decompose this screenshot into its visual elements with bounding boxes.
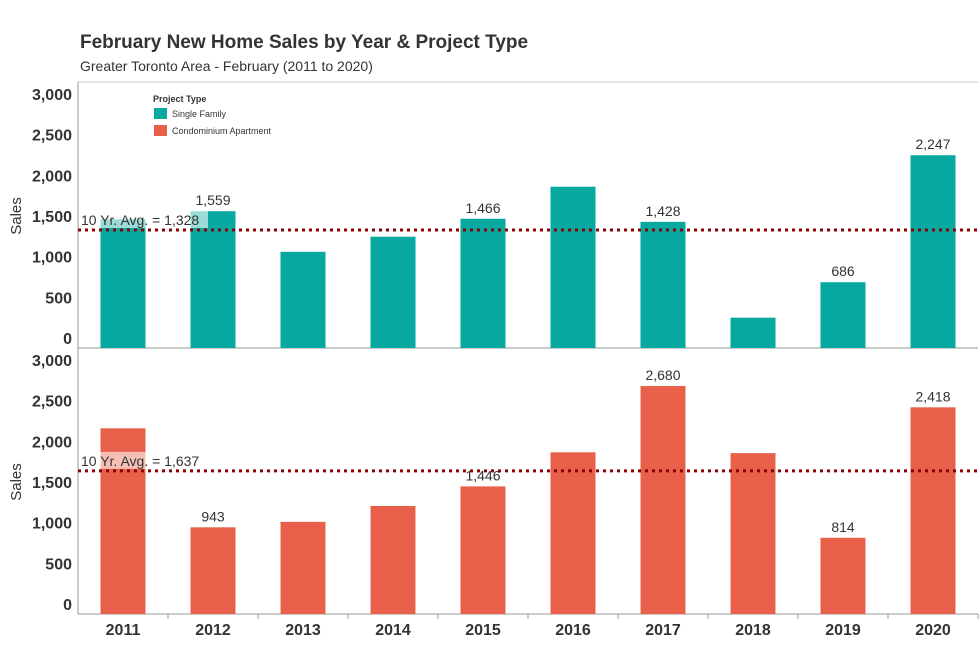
bar-single-family [460,218,506,348]
y-tick-label: 2,000 [32,168,72,185]
x-tick-label: 2020 [915,622,951,639]
x-tick-label: 2017 [645,622,681,639]
data-label: 2,418 [915,388,950,404]
bar-condominium-apartment [190,527,236,614]
y-axis-label: Sales [8,197,25,235]
y-tick-label: 2,000 [32,434,72,451]
average-label-bg [80,210,208,228]
bar-condominium-apartment [280,521,326,614]
data-label: 814 [831,519,855,535]
bar-single-family [550,186,596,348]
y-tick-label: 500 [45,290,72,307]
bar-single-family [640,221,686,348]
data-label: 2,247 [915,136,950,152]
data-label: 1,428 [645,203,680,219]
bar-condominium-apartment [550,452,596,614]
y-tick-label: 3,000 [32,353,72,370]
x-tick-label: 2012 [195,622,231,639]
x-tick-label: 2016 [555,622,591,639]
y-tick-label: 1,000 [32,250,72,267]
legend-label: Single Family [172,109,227,119]
chart-subtitle: Greater Toronto Area - February (2011 to… [80,58,373,74]
bar-condominium-apartment [370,505,416,614]
bar-condominium-apartment [460,486,506,614]
legend-label: Condominium Apartment [172,126,272,136]
average-label: 10 Yr. Avg. = 1,328 [81,212,199,228]
y-tick-label: 2,500 [32,394,72,411]
bar-single-family [910,155,956,348]
data-label: 2,680 [645,367,680,383]
x-tick-label: 2013 [285,622,321,639]
x-tick-label: 2015 [465,622,501,639]
legend-title: Project Type [153,94,206,104]
bar-condominium-apartment [910,407,956,614]
bar-single-family [730,317,776,348]
x-tick-label: 2019 [825,622,861,639]
y-tick-label: 3,000 [32,87,72,104]
y-tick-label: 1,500 [32,475,72,492]
legend-swatch [154,125,167,136]
x-tick-label: 2018 [735,622,771,639]
bar-condominium-apartment [640,386,686,614]
average-label-bg [80,451,208,469]
data-label: 1,466 [465,200,500,216]
legend-swatch [154,108,167,119]
bar-single-family [370,236,416,348]
bar-single-family [100,219,146,348]
y-axis-label: Sales [8,463,25,501]
x-tick-label: 2014 [375,622,411,639]
data-label: 1,559 [195,192,230,208]
average-label: 10 Yr. Avg. = 1,637 [81,453,199,469]
bar-single-family [190,211,236,348]
data-label: 686 [831,263,855,279]
bar-single-family [820,282,866,348]
bar-condominium-apartment [820,537,866,614]
data-label: 943 [201,508,225,524]
y-tick-label: 2,500 [32,128,72,145]
bar-condominium-apartment [730,453,776,614]
y-tick-label: 0 [63,597,72,614]
y-tick-label: 500 [45,556,72,573]
data-label: 1,446 [465,467,500,483]
x-tick-label: 2011 [106,622,141,639]
y-tick-label: 0 [63,331,72,348]
bar-single-family [280,251,326,348]
y-tick-label: 1,000 [32,516,72,533]
chart-title: February New Home Sales by Year & Projec… [80,32,529,53]
y-tick-label: 1,500 [32,209,72,226]
